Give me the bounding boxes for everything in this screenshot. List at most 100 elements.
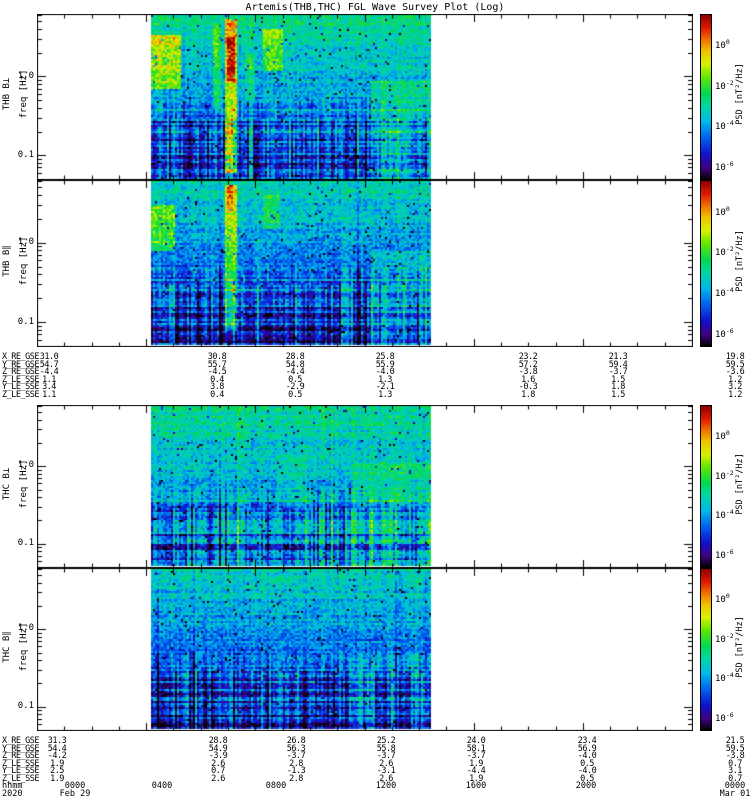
ytick-1hz: 1.0 [17, 460, 34, 470]
ephemeris-value: 31.3 [47, 736, 67, 746]
colorbar-tick-10e-6: 10-6 [715, 711, 734, 725]
ephemeris-row-label: Y_RE_GSE [2, 359, 39, 370]
ephemeris-value: 56.3 [286, 743, 306, 754]
time-tick-label: 0400 [151, 781, 173, 791]
ephemeris-value: 56.9 [577, 743, 597, 754]
ephemeris-value: 31.0 [39, 352, 59, 362]
colorbar-tick-10e-6: 10-6 [715, 159, 734, 173]
time-tick-label: 0000 [724, 781, 746, 791]
ephemeris-value: 1.5 [611, 374, 625, 385]
ephemeris-value: 2.6 [379, 758, 393, 769]
colorbar-tick-10e-6: 10-6 [715, 548, 734, 562]
ephemeris-row-label: Z_RE_GSE [2, 751, 39, 761]
ephemeris-value: 59.5 [725, 359, 745, 370]
ephemeris-value: 59.5 [725, 743, 745, 754]
ephemeris-row-label: Y_LE_SSE [2, 766, 39, 776]
colorbar-tick-10e0: 100 [715, 204, 730, 218]
ephemeris-value: 23.4 [577, 736, 597, 746]
ephemeris-value: -3.6 [725, 367, 745, 377]
ephemeris-row-label: Z_LE_SSE [2, 758, 39, 769]
year-label: 2020 [2, 789, 23, 799]
colorbar-tick-10e-2: 10-2 [715, 78, 734, 92]
ephemeris-value: 0.5 [580, 758, 594, 769]
ephemeris-value: 54.7 [39, 359, 59, 370]
ephemeris-value: 0.7 [211, 766, 225, 776]
colorbar-tick-10e-4: 10-4 [715, 508, 734, 522]
ytick-1hz: 1.0 [17, 623, 34, 633]
ephemeris-value: 55.9 [375, 359, 395, 370]
ephemeris-value: 58.1 [466, 743, 486, 754]
ephemeris-value: -4.4 [285, 367, 305, 377]
time-tick-label: 2000 [575, 781, 597, 791]
ephemeris-value: 3.1 [728, 766, 742, 776]
ephemeris-value: 1.2 [728, 389, 742, 400]
colorbar-thb-bperp [700, 14, 712, 180]
colorbar-thb-bpar [700, 180, 712, 347]
date-end-label: Mar 01 [719, 789, 750, 799]
ephemeris-value: 28.8 [208, 736, 228, 746]
page-title: Artemis(THB,THC) FGL Wave Survey Plot (L… [245, 2, 505, 13]
ephemeris-value: 2.6 [211, 773, 225, 784]
colorbar-label-psd: PSD [nT²/Hz] [735, 230, 745, 292]
spectrogram-thb-bpar [37, 180, 693, 347]
freq-axis-label: freq [Hz] [19, 69, 29, 119]
ephemeris-value: -3.8 [725, 751, 745, 761]
ephemeris-value: -4.2 [47, 751, 67, 761]
ephemeris-value: -3.7 [466, 751, 486, 761]
date-start-label: Feb 29 [59, 789, 91, 799]
ephemeris-value: 54.4 [47, 743, 67, 754]
ephemeris-value: 1.3 [378, 389, 392, 400]
ephemeris-value: 1.9 [469, 773, 483, 784]
colorbar-tick-10e0: 100 [715, 38, 730, 52]
ephemeris-value: -4.4 [39, 367, 59, 377]
ephemeris-value: 57.2 [518, 359, 538, 370]
ephemeris-value: -3.8 [518, 367, 538, 377]
colorbar-label-psd: PSD [nT²/Hz] [735, 63, 745, 125]
time-axis-label: hhmm [2, 781, 23, 791]
colorbar-tick-10e0: 100 [715, 591, 730, 605]
ephemeris-value: 21.5 [725, 736, 745, 746]
colorbar-tick-10e-6: 10-6 [715, 326, 734, 340]
ephemeris-value: -4.5 [207, 367, 227, 377]
ephemeris-value: -1.3 [286, 766, 306, 776]
ephemeris-value: 25.8 [375, 352, 395, 362]
ephemeris-row-label: X_RE_GSE [2, 352, 39, 362]
ephemeris-value: -4.0 [375, 367, 395, 377]
ytick-0p1hz: 0.1 [17, 701, 34, 711]
ephemeris-value: 0.7 [728, 758, 742, 769]
ephemeris-value: 0.4 [210, 389, 224, 400]
colorbar-thc-bpar [700, 568, 712, 731]
ephemeris-value: 2.6 [379, 773, 393, 784]
ephemeris-value: 1.8 [521, 389, 535, 400]
time-tick-label: 1600 [465, 781, 487, 791]
ephemeris-value: 1.1 [42, 374, 56, 385]
ephemeris-row-label: Y_RE_GSE [2, 743, 39, 754]
ephemeris-value: 1.8 [611, 382, 625, 392]
ephemeris-value: 1.9 [50, 758, 64, 769]
ephemeris-row-label: Z_LE_SSE [2, 773, 39, 784]
ephemeris-value: -3.1 [376, 766, 396, 776]
ephemeris-value: 1.6 [521, 374, 535, 385]
ephemeris-value: 21.3 [608, 352, 628, 362]
ephemeris-value: -4.0 [577, 766, 597, 776]
colorbar-tick-10e-2: 10-2 [715, 468, 734, 482]
ephemeris-value: -3.7 [376, 751, 396, 761]
ephemeris-value: -4.0 [577, 751, 597, 761]
spectrogram-thc-bpar [37, 568, 693, 731]
ephemeris-value: -0.3 [518, 382, 538, 392]
ephemeris-value: 3.2 [728, 382, 742, 392]
ephemeris-value: 54.8 [285, 359, 305, 370]
ephemeris-value: 59.4 [608, 359, 628, 370]
ephemeris-value: -2.1 [375, 382, 395, 392]
ephemeris-value: 0.5 [288, 374, 302, 385]
colorbar-thc-bperp [700, 405, 712, 568]
spectrogram-thc-bperp [37, 405, 693, 568]
colorbar-tick-10e-4: 10-4 [715, 119, 734, 133]
colorbar-tick-10e-2: 10-2 [715, 245, 734, 259]
ytick-1hz: 1.0 [17, 71, 34, 81]
ephemeris-value: 1.2 [728, 374, 742, 385]
ephemeris-row-label: Y_LE_SSE [2, 382, 39, 392]
ytick-0p1hz: 0.1 [17, 150, 34, 160]
ephemeris-value: -3.7 [608, 367, 628, 377]
